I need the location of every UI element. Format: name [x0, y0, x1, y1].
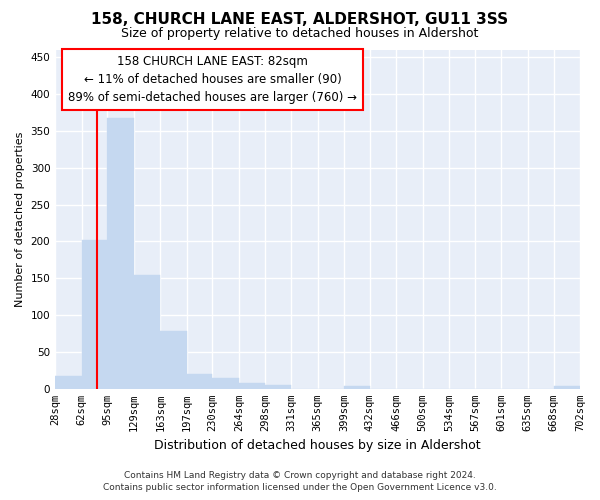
Text: Contains HM Land Registry data © Crown copyright and database right 2024.
Contai: Contains HM Land Registry data © Crown c…: [103, 471, 497, 492]
Text: Size of property relative to detached houses in Aldershot: Size of property relative to detached ho…: [121, 28, 479, 40]
Bar: [554, 386, 580, 389]
Bar: [265, 385, 291, 389]
Bar: [107, 118, 134, 389]
Bar: [239, 383, 265, 389]
Y-axis label: Number of detached properties: Number of detached properties: [15, 132, 25, 307]
Text: 158 CHURCH LANE EAST: 82sqm
← 11% of detached houses are smaller (90)
89% of sem: 158 CHURCH LANE EAST: 82sqm ← 11% of det…: [68, 55, 357, 104]
Bar: [55, 376, 82, 389]
Bar: [212, 378, 239, 389]
Text: 158, CHURCH LANE EAST, ALDERSHOT, GU11 3SS: 158, CHURCH LANE EAST, ALDERSHOT, GU11 3…: [91, 12, 509, 28]
Bar: [134, 274, 160, 389]
Bar: [187, 374, 212, 389]
Bar: [82, 240, 107, 389]
Bar: [344, 386, 370, 389]
X-axis label: Distribution of detached houses by size in Aldershot: Distribution of detached houses by size …: [154, 440, 481, 452]
Bar: [160, 332, 187, 389]
